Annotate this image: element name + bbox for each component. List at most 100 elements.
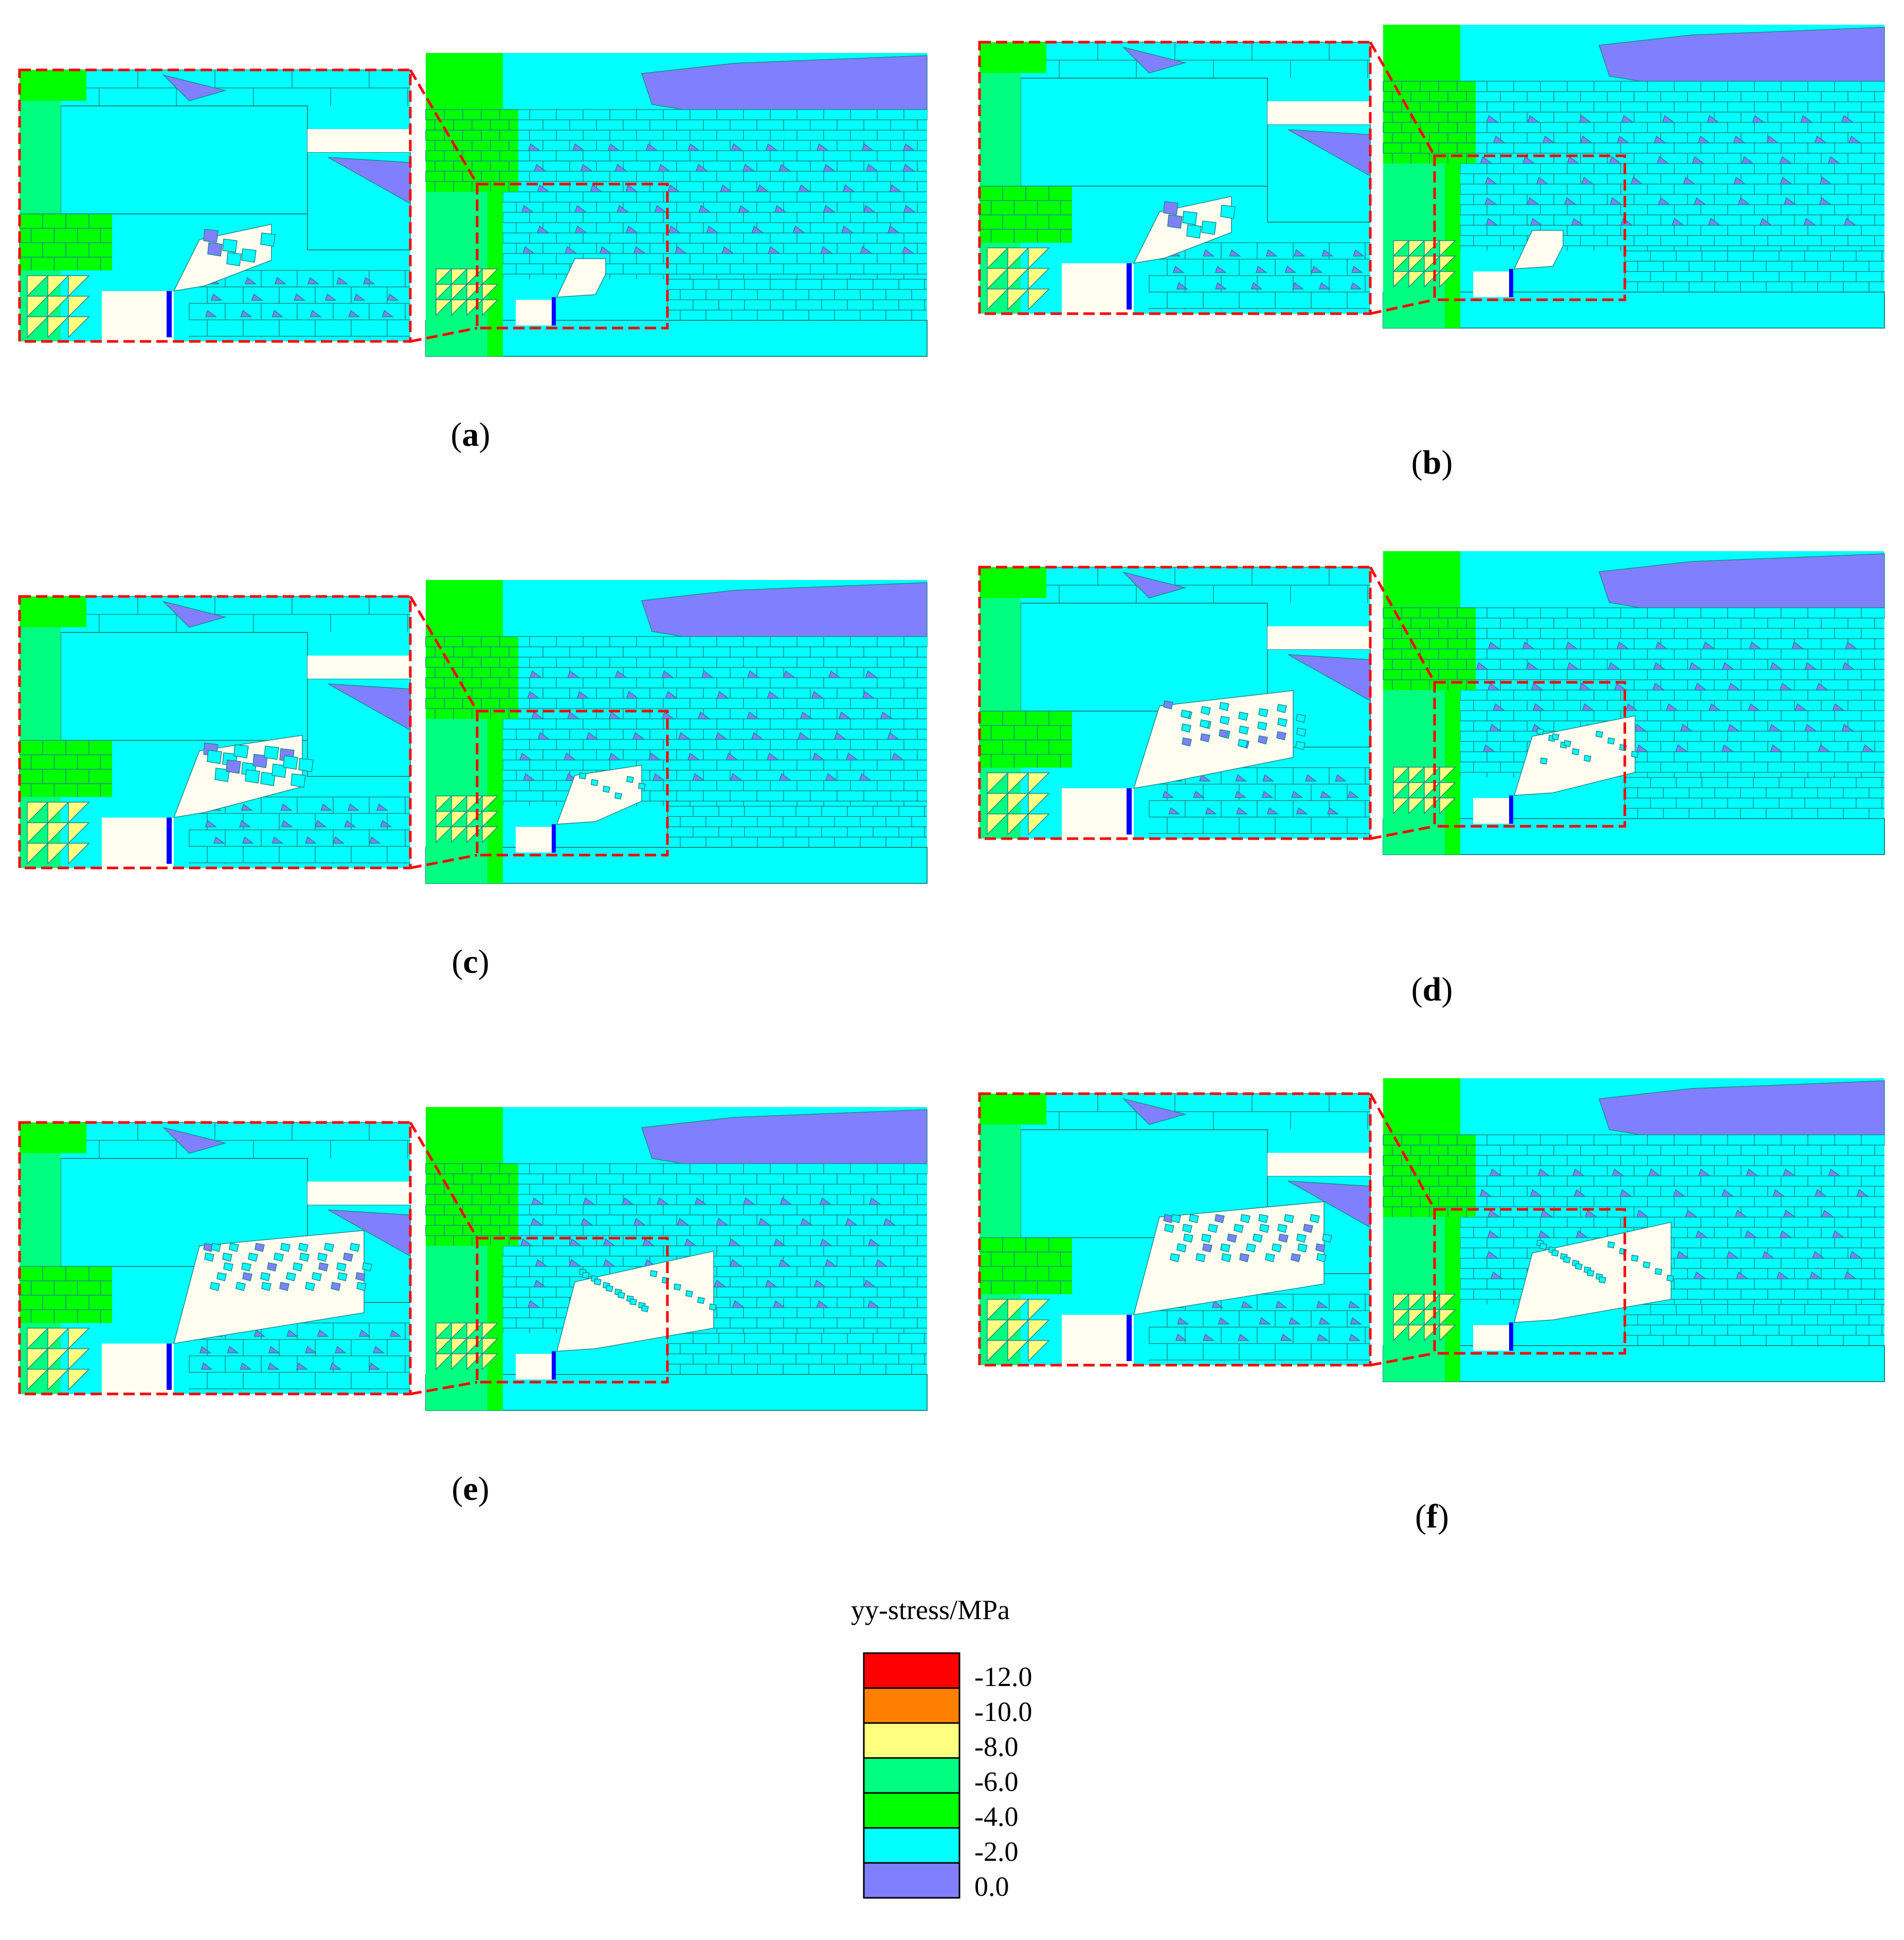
broken-block [591,779,599,786]
tensile-zone [1809,1271,1823,1279]
broken-block [226,252,242,266]
broken-block [1277,718,1288,727]
high-stress-zone [68,822,90,844]
broken-block [1183,1234,1193,1243]
tensile-zone [1565,641,1579,649]
zoom-connector [1370,1352,1435,1367]
caved-zone [1513,715,1636,796]
high-stress-zone [1393,797,1410,814]
tensile-zone [251,293,264,301]
broken-block [260,1272,270,1281]
tensile-zone [240,310,252,317]
broken-block [1607,737,1615,745]
tensile-zone [1698,1168,1711,1176]
tensile-zone [522,246,536,254]
tensile-zone [729,1259,743,1267]
broken-block [1666,1275,1674,1282]
tensile-zone [677,1218,690,1226]
tensile-zone [271,836,284,844]
tensile-zone [758,1218,771,1226]
tensile-zone [1488,641,1501,649]
tensile-zone [1652,682,1665,691]
high-stress-zone [1408,1309,1425,1326]
tensile-zone [751,732,765,740]
tensile-zone [1697,135,1711,143]
legend-swatch [863,1757,960,1794]
tensile-zone [376,803,389,811]
tensile-zone [903,205,916,213]
tensile-zone [1327,807,1339,814]
tensile-zone [1241,1300,1254,1308]
broken-block [274,1253,284,1262]
broken-block [1284,1214,1294,1223]
zoom-region-frame [1433,681,1626,828]
tensile-zone [1177,1317,1189,1325]
zoom-detail-a [18,68,479,343]
tensile-zone [1487,1230,1500,1238]
overview-model-f [1383,1078,1885,1382]
tensile-zone [1318,1317,1331,1325]
high-stress-zone [27,296,49,318]
caption-f: (f) [1415,1498,1449,1535]
tensile-zone [1292,282,1304,289]
tensile-zone [1772,1189,1786,1197]
tensile-zone [1845,641,1858,649]
tensile-zone [1580,135,1593,143]
high-stress-zone [1439,1294,1456,1311]
tensile-zone [1741,156,1754,164]
tensile-zone [317,1329,330,1337]
tensile-zone [1783,1168,1796,1176]
broken-block [298,758,314,772]
tensile-zone [1708,703,1722,711]
tensile-zone [1766,135,1780,143]
tensile-zone [1484,176,1498,185]
roadway-void [102,818,174,868]
high-stress-zone [1393,1294,1410,1311]
main-roof-block [1020,78,1268,187]
tensile-zone [1856,1189,1870,1197]
broken-block [1220,1243,1230,1253]
overview-model-a [425,53,928,357]
high-stress-zone [1028,793,1050,815]
tensile-zone [213,836,226,844]
tensile-zone [1636,744,1649,752]
tensile-zone [1812,1250,1825,1259]
tensile-zone [783,670,796,678]
bed-separation [1267,101,1370,124]
tensile-zone [564,246,578,254]
high-stress-zone [47,1328,69,1350]
broken-block [614,792,622,800]
high-stress-zone [47,802,69,824]
high-stress-zone [27,1328,49,1350]
tensile-zone [1682,176,1696,185]
support-element [552,824,556,853]
broken-block [1296,728,1307,737]
legend-label: -8.0 [974,1731,1019,1762]
broken-block [1238,712,1248,721]
tensile-zone [716,1218,729,1226]
support-element [1509,269,1513,297]
tensile-zone [845,752,859,760]
tensile-zone [1728,682,1741,691]
broken-block [1258,1214,1268,1223]
high-stress-zone [1439,782,1456,799]
tensile-zone [581,1218,594,1226]
tensile-zone [603,1259,616,1267]
broken-block [271,764,287,778]
support-element [552,1351,556,1380]
tensile-zone [1122,1098,1187,1125]
tensile-zone [1776,1271,1790,1279]
broken-block [252,754,268,768]
roadway-void [1473,271,1512,297]
broken-block [1201,221,1217,235]
high-stress-zone [1393,782,1410,799]
broken-block [594,1278,602,1285]
tensile-zone [253,1329,266,1337]
tensile-zone [382,310,394,317]
broken-block [1182,211,1198,225]
high-stress-zone [482,299,499,316]
tensile-zone [694,1197,708,1205]
broken-block [356,1282,367,1291]
high-stress-zone [27,316,49,338]
broken-block [291,773,306,788]
